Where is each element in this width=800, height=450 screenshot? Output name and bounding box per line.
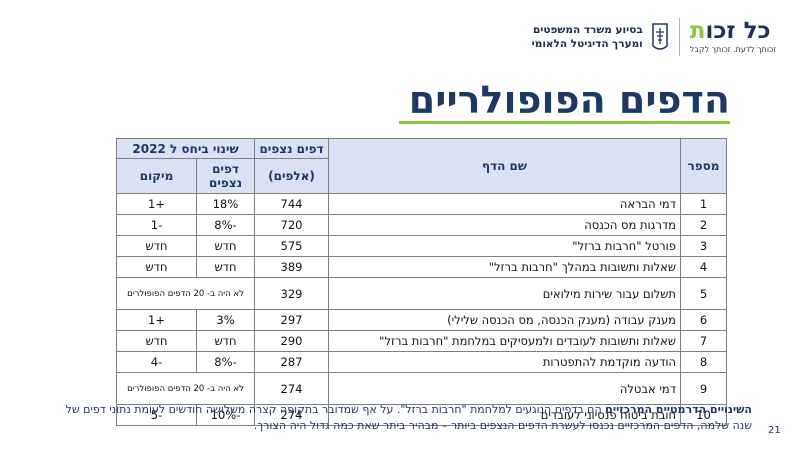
page-title-block: הדפים הפופולריים [398, 78, 730, 124]
state-emblem-icon [652, 23, 668, 50]
title-underline [398, 121, 730, 124]
row-change-views: חדש [196, 235, 255, 257]
row-number: 3 [680, 235, 727, 257]
row-change-views: -8% [196, 351, 255, 373]
row-views: 274 [254, 404, 329, 426]
row-change-views: חדש [196, 330, 255, 352]
row-change-note: לא היה ב- 20 הדפים הפופולרים [116, 277, 255, 310]
header-divider [678, 18, 680, 56]
row-views: 389 [254, 256, 329, 278]
row-page-name: הודעה מוקדמת להתפטרות [328, 351, 681, 373]
row-number: 5 [680, 277, 727, 310]
row-change-rank: חדש [116, 256, 197, 278]
table-row: 5 תשלום עבור שירות מילואים 329 לא היה ב- 20… [116, 277, 727, 310]
partner-credit: בסיוע משרד המשפטים ומערך הדיגיטל הלאומי [532, 23, 643, 51]
row-page-name: דמי הבראה [328, 193, 681, 215]
row-views: 720 [254, 214, 329, 236]
row-page-name: תשלום עבור שירות מילואים [328, 277, 681, 310]
table-row: 4 שאלות ותשובות במהלך "חרבות ברזל" 389 חדש ח… [116, 256, 727, 278]
row-page-name: פורטל "חרבות ברזל" [328, 235, 681, 257]
row-number: 10 [680, 404, 727, 426]
table-row: 8 הודעה מוקדמת להתפטרות 287 -8% -4 [116, 351, 727, 373]
page-number: 21 [768, 425, 781, 436]
row-page-name: מענק עבודה (מענק הכנסה, מס הכנסה שלילי) [328, 309, 681, 331]
row-views: 274 [254, 372, 329, 405]
row-change-views: חדש [196, 256, 255, 278]
row-page-name: שאלות ותשובות לעובדים ולמעסיקים במלחמת "… [328, 330, 681, 352]
row-change-rank: +1 [116, 309, 197, 331]
row-number: 2 [680, 214, 727, 236]
row-page-name: שאלות ותשובות במהלך "חרבות ברזל" [328, 256, 681, 278]
table-subheader-row: (אלפים) דפים נצפים מיקום [116, 158, 727, 194]
row-views: 575 [254, 235, 329, 257]
header-number: מספר [680, 138, 727, 194]
row-views: 297 [254, 309, 329, 331]
row-number: 6 [680, 309, 727, 331]
row-page-name: חובת ביטוח פנסיוני לעובדים [328, 404, 681, 426]
table-row: 10 חובת ביטוח פנסיוני לעובדים 274 -10% -5 [116, 404, 727, 426]
row-page-name: מדרגות מס הכנסה [328, 214, 681, 236]
row-number: 7 [680, 330, 727, 352]
row-number: 4 [680, 256, 727, 278]
popular-pages-table: מספר שם הדף דפים נצפים שינוי ביחס ל 2022… [116, 138, 727, 426]
logo-wordmark: כל זכות [689, 18, 771, 44]
table-row: 7 שאלות ותשובות לעובדים ולמעסיקים במלחמת … [116, 330, 727, 352]
table-row: 3 פורטל "חרבות ברזל" 575 חדש חדש [116, 235, 727, 257]
row-change-rank: -1 [116, 214, 197, 236]
row-views: 287 [254, 351, 329, 373]
header-change-rank: מיקום [116, 158, 197, 194]
row-change-rank: +1 [116, 193, 197, 215]
table-row: 9 דמי אבטלה 274 לא היה ב- 20 הדפים הפופולרי… [116, 372, 727, 405]
summary-note-text: הם בדפים הנוגעים למלחמת "חרבות ברזל". על… [65, 403, 752, 432]
summary-note: השינויים הדרמטיים המרכזיים הם בדפים הנוג… [47, 402, 752, 434]
partner-line-1: בסיוע משרד המשפטים [532, 24, 643, 36]
row-views: 290 [254, 330, 329, 352]
table-row: 2 מדרגות מס הכנסה 720 -8% -1 [116, 214, 727, 236]
page-title: הדפים הפופולריים [408, 78, 730, 122]
popular-pages-table-wrap: מספר שם הדף דפים נצפים שינוי ביחס ל 2022… [116, 138, 727, 426]
row-change-views: -10% [196, 404, 255, 426]
header-views-top: דפים נצפים [254, 138, 329, 159]
header-change-group: שינוי ביחס ל 2022 [116, 138, 255, 159]
row-change-views: 3% [196, 309, 255, 331]
row-views: 744 [254, 193, 329, 215]
table-row: 6 מענק עבודה (מענק הכנסה, מס הכנסה שלילי)… [116, 309, 727, 331]
row-page-name: דמי אבטלה [328, 372, 681, 405]
partner-line-2: ומערך הדיגיטל הלאומי [531, 38, 643, 50]
row-change-note: לא היה ב- 20 הדפים הפופולרים [116, 372, 255, 405]
row-change-rank: -5 [116, 404, 197, 426]
table-header-row: מספר שם הדף דפים נצפים שינוי ביחס ל 2022 [116, 138, 727, 194]
header-page-name: שם הדף [328, 138, 681, 194]
row-change-views: 18% [196, 193, 255, 215]
row-number: 9 [680, 372, 727, 405]
row-change-rank: -4 [116, 351, 197, 373]
row-number: 1 [680, 193, 727, 215]
kol-zchut-logo[interactable]: כל זכות זכותך לדעת. זכותך לקבל [690, 19, 776, 55]
row-change-rank: חדש [116, 330, 197, 352]
table-body: 1 דמי הבראה 744 18% +1 2 מדרגות מס הכנסה 720 -8%… [116, 193, 727, 426]
logo-tagline: זכותך לדעת. זכותך לקבל [689, 45, 776, 54]
row-change-views: -8% [196, 214, 255, 236]
row-number: 8 [680, 351, 727, 373]
table-row: 1 דמי הבראה 744 18% +1 [116, 193, 727, 215]
header-views-unit: (אלפים) [254, 158, 329, 194]
header-change-views: דפים נצפים [196, 158, 255, 194]
row-change-rank: חדש [116, 235, 197, 257]
summary-note-highlight: השינויים הדרמטיים המרכזיים [605, 403, 752, 416]
row-views: 329 [254, 277, 329, 310]
header: כל זכות זכותך לדעת. זכותך לקבל בסיוע משר… [532, 14, 776, 60]
